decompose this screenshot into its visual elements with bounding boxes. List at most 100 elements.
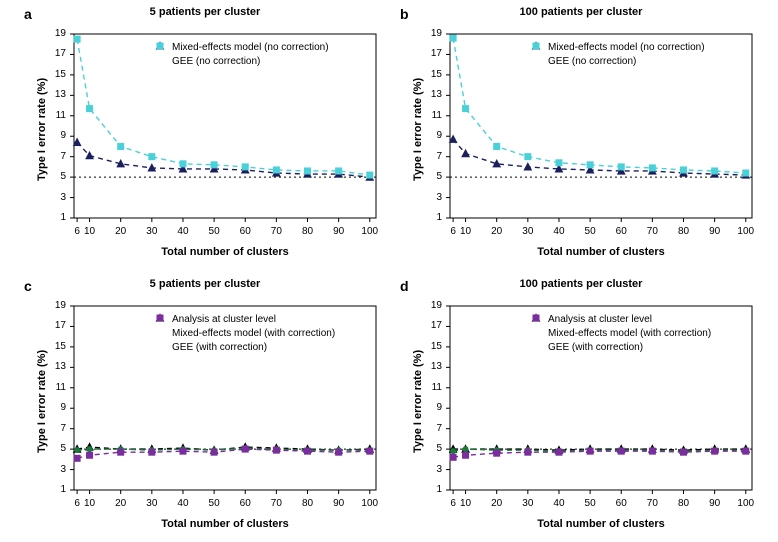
y-tick-label: 19 xyxy=(422,300,442,311)
x-tick-label: 50 xyxy=(580,226,600,237)
y-tick-label: 3 xyxy=(422,464,442,475)
x-tick-label: 80 xyxy=(298,226,318,237)
x-tick-label: 60 xyxy=(611,226,631,237)
legend-item: Mixed-effects model (with correction) xyxy=(530,326,711,340)
x-tick-label: 20 xyxy=(487,226,507,237)
x-tick-label: 100 xyxy=(360,498,380,509)
legend-label: GEE (no correction) xyxy=(548,56,636,67)
y-tick-label: 9 xyxy=(422,130,442,141)
legend-item: Mixed-effects model (no correction) xyxy=(154,40,329,54)
x-tick-label: 20 xyxy=(111,226,131,237)
y-tick-label: 1 xyxy=(46,484,66,495)
y-tick-label: 11 xyxy=(422,110,442,121)
x-tick-label: 50 xyxy=(580,498,600,509)
legend-label: Analysis at cluster level xyxy=(548,314,652,325)
legend: Analysis at cluster levelMixed-effects m… xyxy=(530,312,711,354)
x-tick-label: 30 xyxy=(142,226,162,237)
x-tick-label: 10 xyxy=(80,226,100,237)
y-tick-label: 3 xyxy=(46,464,66,475)
y-tick-label: 17 xyxy=(422,48,442,59)
y-tick-label: 13 xyxy=(422,361,442,372)
y-tick-label: 13 xyxy=(46,361,66,372)
y-tick-label: 15 xyxy=(46,69,66,80)
legend-label: GEE (with correction) xyxy=(172,342,267,353)
x-tick-label: 30 xyxy=(518,226,538,237)
y-tick-label: 3 xyxy=(46,192,66,203)
legend-item: Mixed-effects model (with correction) xyxy=(154,326,335,340)
y-tick-label: 17 xyxy=(46,48,66,59)
y-tick-label: 11 xyxy=(422,382,442,393)
panel-a: a5 patients per clusterType I error rate… xyxy=(24,6,386,264)
x-tick-label: 60 xyxy=(235,226,255,237)
x-tick-label: 80 xyxy=(674,226,694,237)
legend: Mixed-effects model (no correction) GEE (… xyxy=(154,40,329,68)
y-tick-label: 17 xyxy=(422,320,442,331)
panel-d: d100 patients per clusterType I error ra… xyxy=(400,278,762,536)
y-tick-label: 1 xyxy=(46,212,66,223)
x-tick-label: 100 xyxy=(360,226,380,237)
x-tick-label: 80 xyxy=(298,498,318,509)
legend-label: Analysis at cluster level xyxy=(172,314,276,325)
y-tick-label: 7 xyxy=(422,423,442,434)
y-tick-label: 5 xyxy=(422,171,442,182)
panel-c: c5 patients per clusterType I error rate… xyxy=(24,278,386,536)
figure-root: a5 patients per clusterType I error rate… xyxy=(0,0,778,542)
legend-item: Mixed-effects model (no correction) xyxy=(530,40,705,54)
x-tick-label: 30 xyxy=(518,498,538,509)
x-tick-label: 90 xyxy=(705,498,725,509)
y-tick-label: 1 xyxy=(422,484,442,495)
y-tick-label: 7 xyxy=(46,423,66,434)
y-tick-label: 17 xyxy=(46,320,66,331)
y-tick-label: 5 xyxy=(422,443,442,454)
legend-label: Mixed-effects model (no correction) xyxy=(548,42,705,53)
y-tick-label: 3 xyxy=(422,192,442,203)
x-tick-label: 10 xyxy=(80,498,100,509)
y-tick-label: 15 xyxy=(422,341,442,352)
y-tick-label: 9 xyxy=(46,130,66,141)
panel-b: b100 patients per clusterType I error ra… xyxy=(400,6,762,264)
y-tick-label: 11 xyxy=(46,110,66,121)
x-tick-label: 50 xyxy=(204,498,224,509)
y-tick-label: 5 xyxy=(46,171,66,182)
y-tick-label: 15 xyxy=(46,341,66,352)
legend: Analysis at cluster level Mixed-effects m… xyxy=(154,312,335,354)
legend-label: GEE (no correction) xyxy=(172,56,260,67)
x-tick-label: 70 xyxy=(642,498,662,509)
x-tick-label: 20 xyxy=(111,498,131,509)
x-tick-label: 80 xyxy=(674,498,694,509)
legend-item: Analysis at cluster level xyxy=(154,312,335,326)
x-tick-label: 90 xyxy=(705,226,725,237)
legend-label: GEE (with correction) xyxy=(548,342,643,353)
legend-item: GEE (with correction) xyxy=(530,340,711,354)
y-tick-label: 19 xyxy=(46,300,66,311)
x-tick-label: 10 xyxy=(456,498,476,509)
x-tick-label: 40 xyxy=(173,498,193,509)
legend-item: GEE (with correction) xyxy=(154,340,335,354)
legend-item: Analysis at cluster level xyxy=(530,312,711,326)
x-tick-label: 70 xyxy=(642,226,662,237)
y-tick-label: 19 xyxy=(46,28,66,39)
legend: Mixed-effects model (no correction) GEE (… xyxy=(530,40,705,68)
x-tick-label: 40 xyxy=(549,498,569,509)
x-tick-label: 60 xyxy=(235,498,255,509)
y-tick-label: 5 xyxy=(46,443,66,454)
x-tick-label: 60 xyxy=(611,498,631,509)
y-tick-label: 7 xyxy=(422,151,442,162)
x-tick-label: 40 xyxy=(173,226,193,237)
y-tick-label: 1 xyxy=(422,212,442,223)
y-tick-label: 11 xyxy=(46,382,66,393)
x-tick-label: 70 xyxy=(266,226,286,237)
legend-item: GEE (no correction) xyxy=(154,54,329,68)
y-tick-label: 15 xyxy=(422,69,442,80)
legend-label: Mixed-effects model (no correction) xyxy=(172,42,329,53)
y-tick-label: 9 xyxy=(422,402,442,413)
y-tick-label: 9 xyxy=(46,402,66,413)
y-tick-label: 19 xyxy=(422,28,442,39)
x-tick-label: 30 xyxy=(142,498,162,509)
y-tick-label: 13 xyxy=(46,89,66,100)
x-tick-label: 10 xyxy=(456,226,476,237)
legend-label: Mixed-effects model (with correction) xyxy=(172,328,335,339)
legend-item: GEE (no correction) xyxy=(530,54,705,68)
x-tick-label: 20 xyxy=(487,498,507,509)
x-tick-label: 70 xyxy=(266,498,286,509)
